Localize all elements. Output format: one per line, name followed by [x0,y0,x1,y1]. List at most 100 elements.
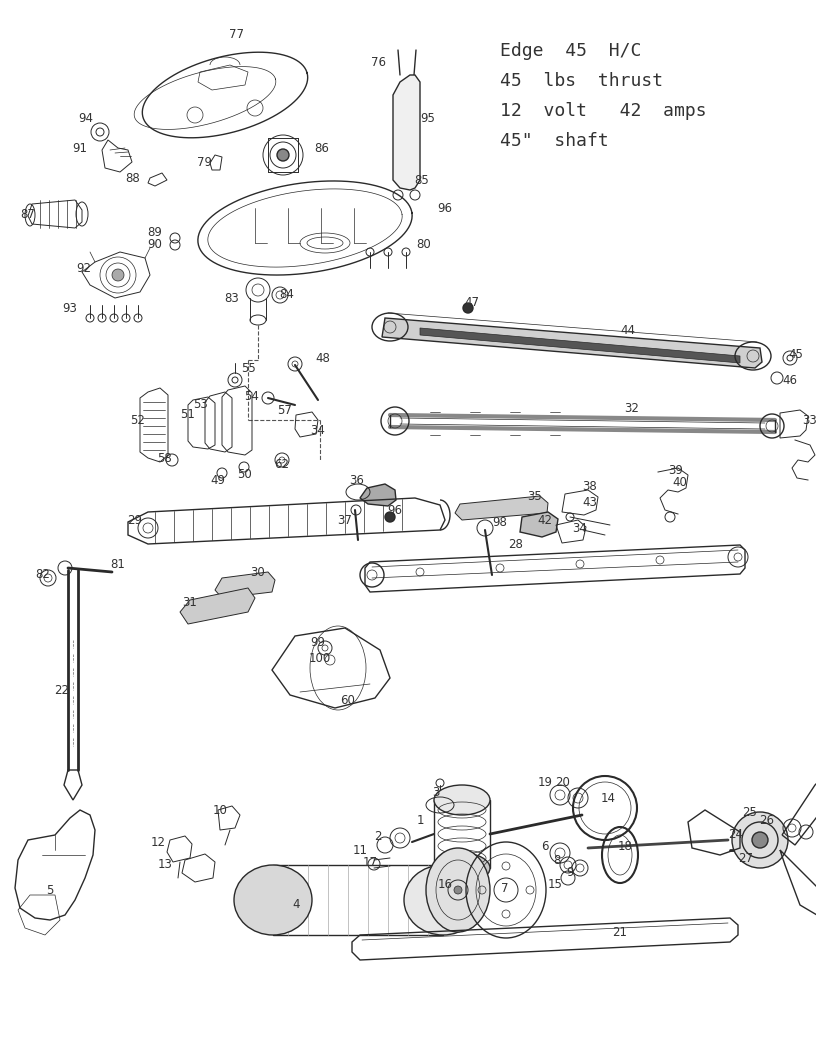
Text: 60: 60 [340,694,356,706]
Text: 43: 43 [583,496,597,509]
Text: 99: 99 [311,637,326,649]
Ellipse shape [234,865,312,935]
Text: 34: 34 [311,423,326,436]
Text: 33: 33 [803,414,816,427]
Text: 11: 11 [353,844,367,856]
Text: 2: 2 [375,830,382,843]
Text: 31: 31 [183,597,197,609]
Text: 28: 28 [508,539,523,551]
Text: 44: 44 [620,323,636,337]
Ellipse shape [404,865,482,935]
Text: 45: 45 [788,348,804,361]
Circle shape [277,149,289,161]
Text: 77: 77 [229,29,245,41]
Text: 12: 12 [150,836,166,849]
Text: 92: 92 [77,262,91,275]
Text: 62: 62 [274,458,290,471]
Text: 9: 9 [566,867,574,880]
Text: 49: 49 [211,473,225,487]
Text: 18: 18 [618,840,632,852]
Text: 45"  shaft: 45" shaft [500,132,609,150]
Polygon shape [180,588,255,624]
Text: 19: 19 [538,776,552,790]
Text: 100: 100 [309,652,331,664]
Text: 51: 51 [180,409,196,421]
Text: 89: 89 [148,226,162,239]
Text: 1: 1 [416,813,424,827]
Circle shape [112,269,124,281]
Text: 45  lbs  thrust: 45 lbs thrust [500,72,663,90]
Text: 81: 81 [110,559,126,571]
Text: 83: 83 [224,291,239,304]
Text: 54: 54 [245,390,259,402]
Text: 47: 47 [464,296,480,308]
Text: 6: 6 [541,841,548,853]
Text: 95: 95 [420,112,436,125]
Text: 58: 58 [157,452,172,465]
Text: 37: 37 [338,513,353,527]
Polygon shape [360,484,396,506]
Polygon shape [455,496,548,520]
Polygon shape [420,328,740,363]
Text: 10: 10 [212,804,228,816]
Text: 13: 13 [157,857,172,870]
Text: 4: 4 [292,899,299,911]
Text: 3: 3 [432,787,440,799]
Text: 32: 32 [624,401,640,415]
Text: 29: 29 [127,513,143,527]
Text: 21: 21 [613,926,628,940]
Text: 38: 38 [583,480,597,493]
Text: 20: 20 [556,776,570,790]
Text: 52: 52 [131,414,145,427]
Text: 57: 57 [277,403,292,416]
Circle shape [732,812,788,868]
Text: 12  volt   42  amps: 12 volt 42 amps [500,102,707,120]
Text: 24: 24 [729,829,743,842]
Polygon shape [215,572,275,598]
Text: 88: 88 [126,171,140,185]
Text: 16: 16 [437,879,453,891]
Text: 14: 14 [601,792,615,805]
Circle shape [752,832,768,848]
Ellipse shape [434,785,490,815]
Text: 93: 93 [63,302,78,315]
Text: 91: 91 [73,142,87,154]
Circle shape [385,512,395,522]
Text: 34: 34 [573,522,588,534]
Text: 50: 50 [237,468,251,480]
Text: 36: 36 [349,473,365,487]
Text: 85: 85 [415,173,429,187]
Text: 8: 8 [553,853,561,867]
Text: 48: 48 [316,352,330,364]
Text: 76: 76 [370,56,385,69]
Polygon shape [382,318,762,367]
Text: 94: 94 [78,112,94,125]
Text: 17: 17 [362,855,378,868]
Text: 30: 30 [251,566,265,579]
Text: Edge  45  H/C: Edge 45 H/C [500,42,641,60]
Text: 55: 55 [241,361,255,375]
Text: 86: 86 [314,142,330,154]
Text: 82: 82 [36,567,51,581]
Text: 96: 96 [437,202,453,214]
Text: 7: 7 [501,882,508,894]
Text: 27: 27 [738,851,753,865]
Text: 22: 22 [55,683,69,697]
Text: 53: 53 [193,398,207,412]
Text: 5: 5 [47,884,54,897]
Circle shape [454,886,462,894]
Text: 40: 40 [672,476,687,490]
Circle shape [463,303,473,313]
Text: 80: 80 [417,239,432,251]
Text: 15: 15 [548,878,562,890]
Text: 26: 26 [760,813,774,827]
Text: 25: 25 [743,806,757,818]
Text: 39: 39 [668,464,684,476]
Ellipse shape [426,848,490,932]
Ellipse shape [434,853,490,883]
Text: 84: 84 [280,288,295,302]
Text: 46: 46 [783,374,797,386]
Text: 79: 79 [197,155,212,169]
Text: 42: 42 [538,513,552,527]
Polygon shape [520,512,558,538]
